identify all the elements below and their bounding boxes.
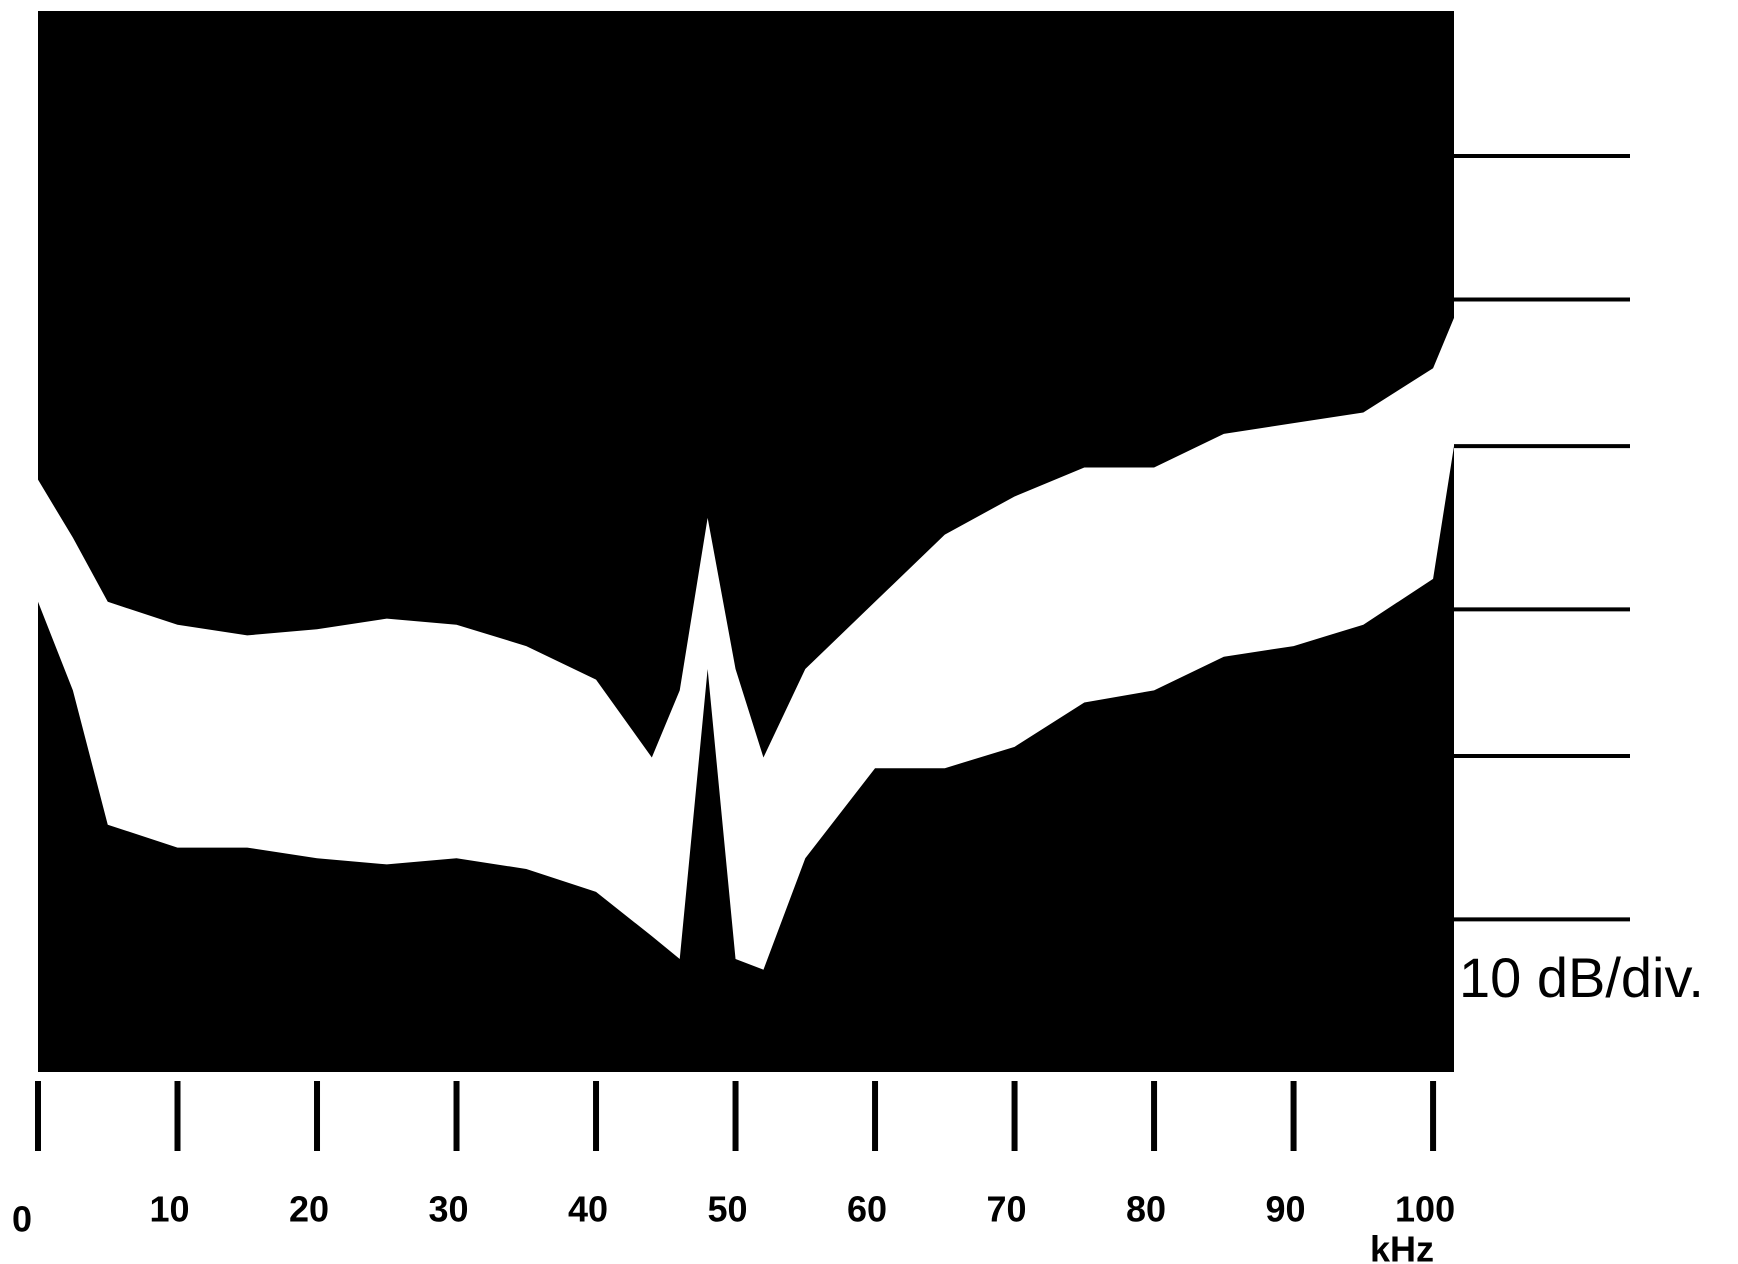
x-axis-label: kHz [1370,1229,1434,1264]
x-tick-label: 30 [428,1189,468,1230]
x-tick-label: 80 [1126,1189,1166,1230]
x-tick-label: 20 [289,1189,329,1230]
x-tick-label: 100 [1395,1189,1455,1230]
noise-band [38,317,1454,970]
scale-annotation: 10 dB/div. [1459,946,1704,1009]
x-tick-label: 70 [987,1189,1027,1230]
x-tick-label: 0 [12,1199,32,1240]
x-tick-label: 40 [568,1189,608,1230]
x-tick-label: 90 [1266,1189,1306,1230]
x-tick-label: 50 [708,1189,748,1230]
x-tick-label: 60 [847,1189,887,1230]
x-tick-label: 10 [149,1189,189,1230]
